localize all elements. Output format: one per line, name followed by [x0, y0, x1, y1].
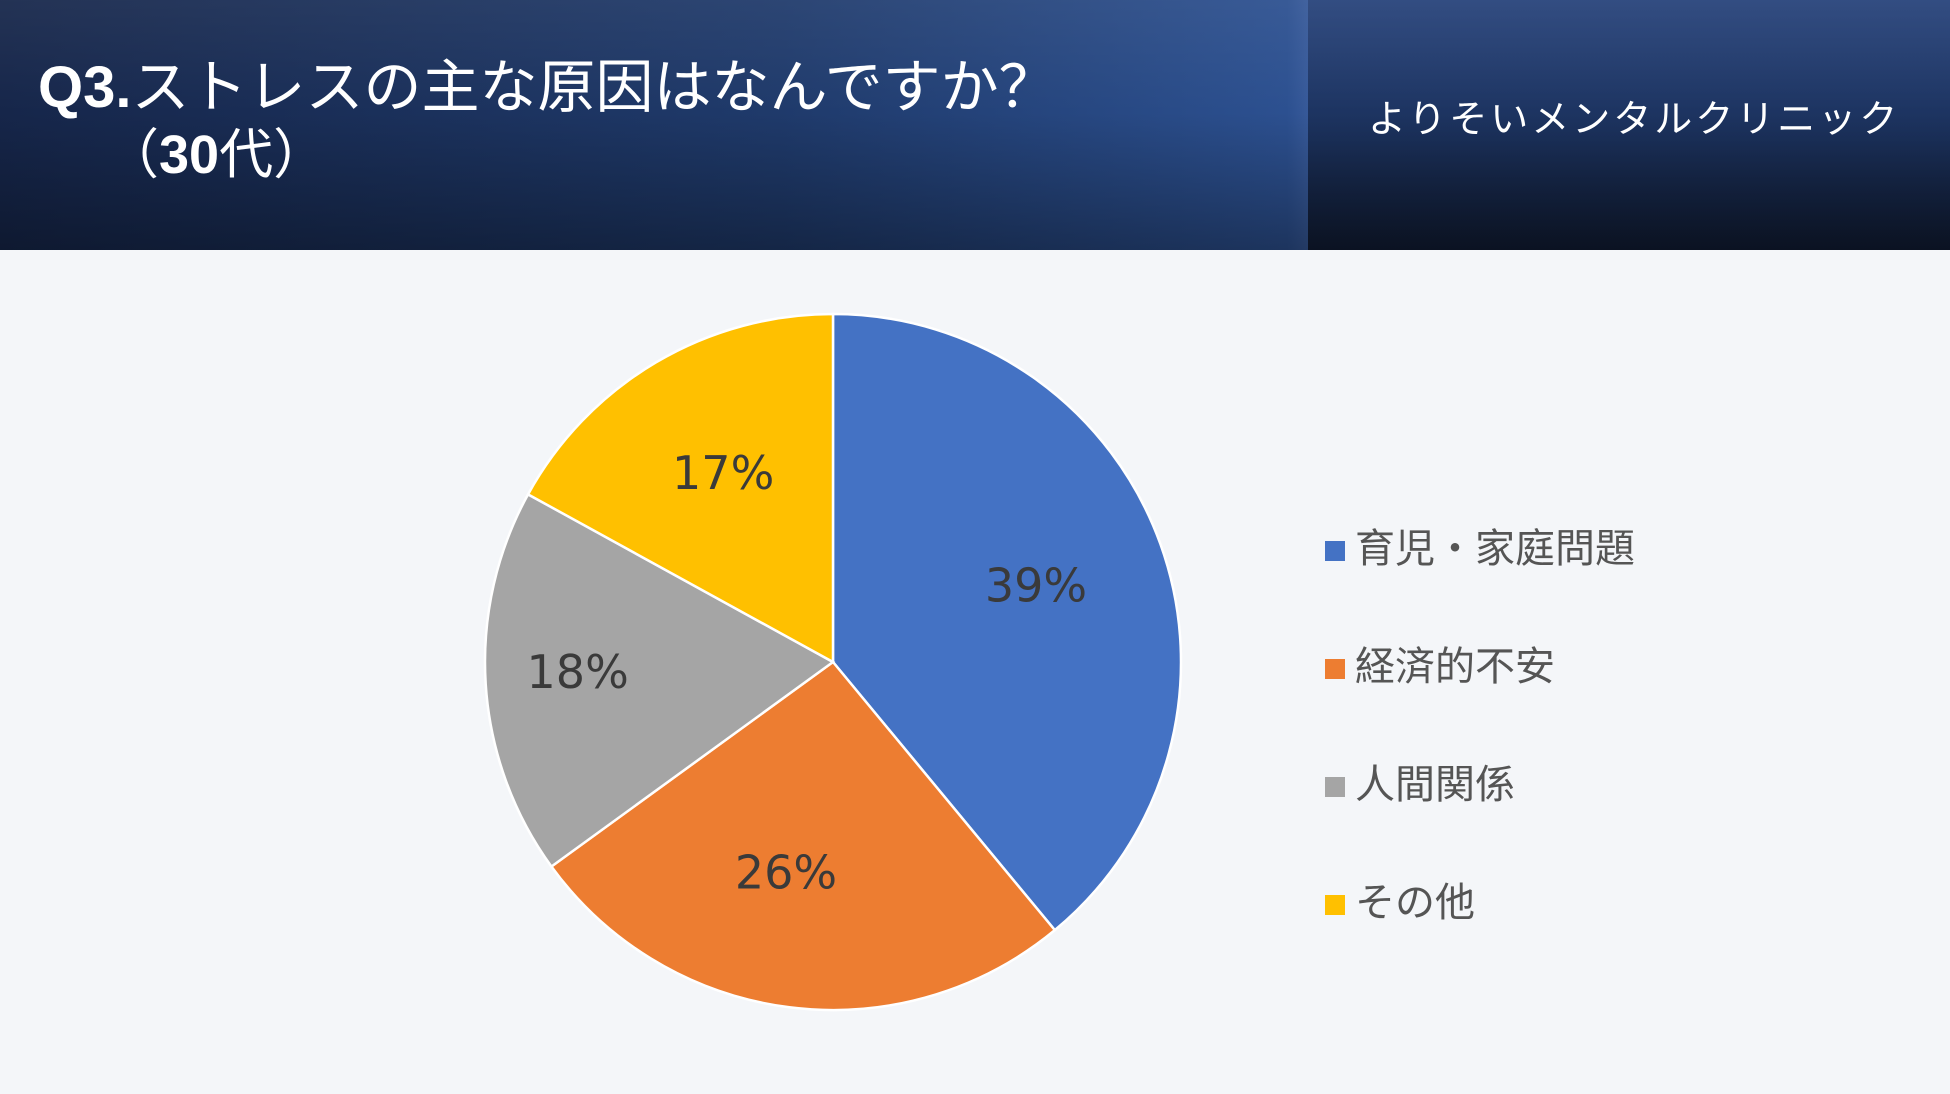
data-label-3: 18%	[527, 645, 629, 699]
page-subtitle: （30代）	[105, 120, 327, 190]
pie-slice-1	[831, 312, 1183, 932]
clinic-name: よりそいメンタルクリニック	[1368, 97, 1901, 141]
pie-slice-4	[526, 312, 835, 665]
subtitle-age-number: 30	[159, 125, 220, 185]
data-label-2: 26%	[735, 846, 837, 900]
data-label-4: 17%	[672, 446, 774, 500]
legend-item-1: 育児・家庭問題	[1325, 520, 1635, 638]
header-shade	[0, 0, 1950, 250]
legend-item-2: 経済的不安	[1325, 638, 1635, 756]
page-title: Q3.ストレスの主な原因はなんですか？	[38, 52, 1057, 123]
pie-slice-2	[549, 660, 1057, 1012]
legend-swatch	[1325, 895, 1345, 915]
data-label-1: 39%	[985, 558, 1087, 612]
legend-label: 育児・家庭問題	[1355, 526, 1635, 572]
legend-item-4: その他	[1325, 874, 1635, 992]
subtitle-age-suffix: 代）	[219, 123, 328, 186]
legend-label: 経済的不安	[1355, 644, 1555, 690]
legend-label: その他	[1355, 880, 1475, 926]
chart-legend: 育児・家庭問題 経済的不安人間関係その他	[1325, 520, 1635, 992]
pie-slice-3	[483, 492, 836, 869]
question-number: Q3.	[38, 55, 132, 120]
legend-swatch	[1325, 659, 1345, 679]
header-right-panel	[1308, 0, 1950, 250]
legend-swatch	[1325, 777, 1345, 797]
header-banner: Q3.ストレスの主な原因はなんですか？ （30代） よりそいメンタルクリニック	[0, 0, 1950, 250]
question-text: ストレスの主な原因はなんですか？	[131, 53, 1057, 121]
subtitle-open: （	[105, 123, 159, 186]
pie-slices	[483, 312, 1183, 1012]
legend-item-3: 人間関係	[1325, 756, 1635, 874]
pie-data-labels: 39% 26% 18% 17%	[527, 446, 1088, 900]
legend-label: 人間関係	[1355, 762, 1515, 808]
legend-swatch	[1325, 541, 1345, 561]
